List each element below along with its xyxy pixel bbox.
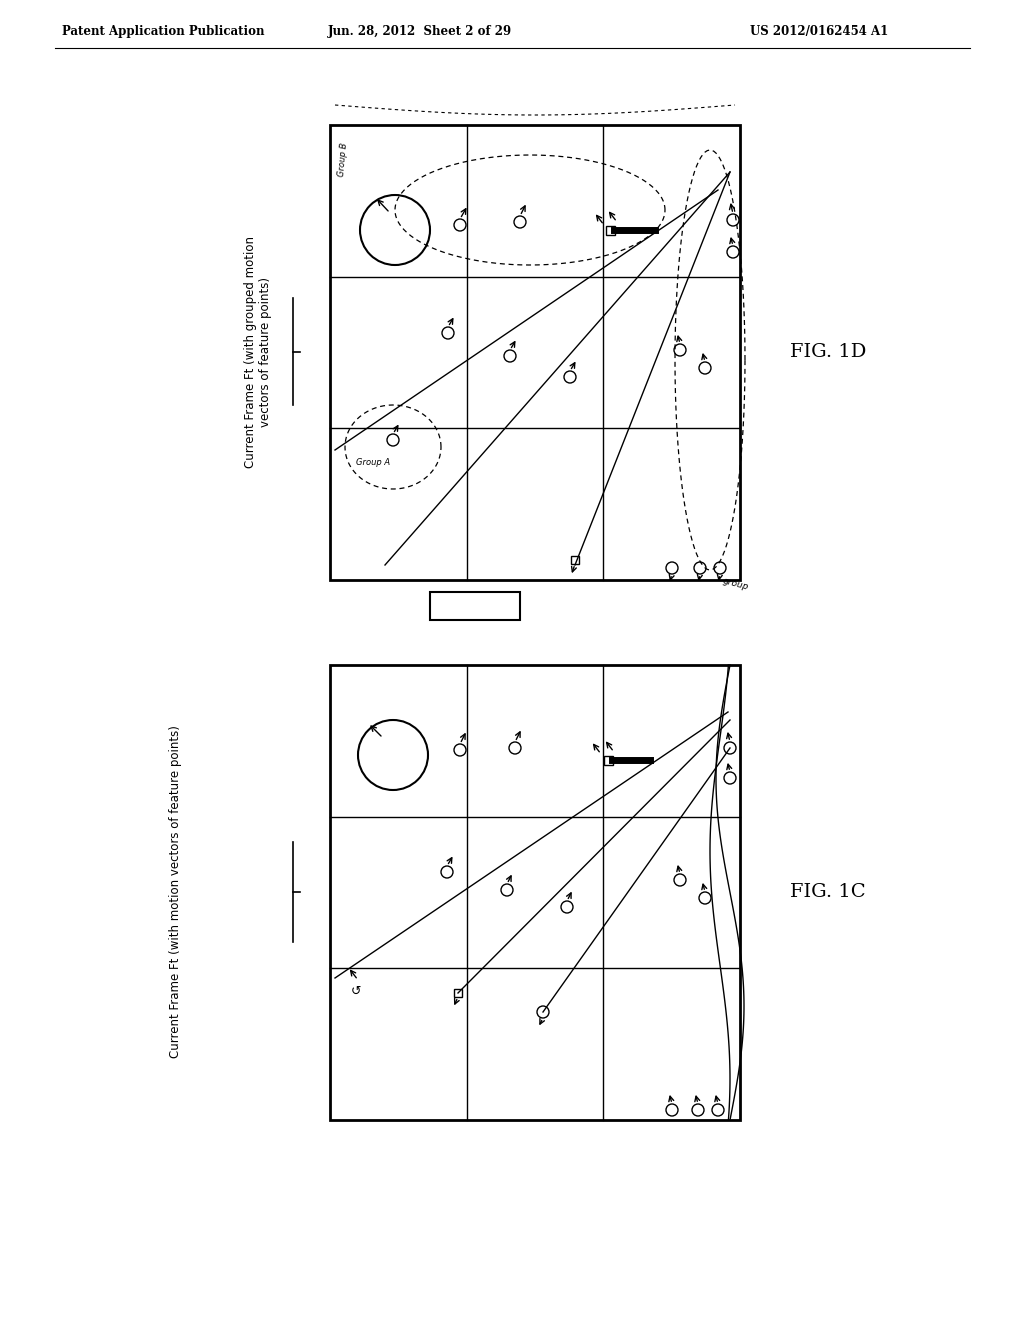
Text: $\circlearrowleft$: $\circlearrowleft$ — [348, 985, 361, 998]
Text: Group A: Group A — [356, 458, 390, 467]
Bar — [571, 556, 579, 564]
Text: FIG. 1D: FIG. 1D — [790, 343, 866, 360]
Text: FIG. 1C: FIG. 1C — [790, 883, 865, 902]
Text: group: group — [722, 577, 750, 591]
Bar — [430, 591, 520, 620]
Text: Current Frame Ft (with grouped motion
vectors of feature points): Current Frame Ft (with grouped motion ve… — [244, 236, 272, 469]
Text: Group B: Group B — [337, 143, 349, 177]
Text: Current Frame Ft (with motion vectors of feature points): Current Frame Ft (with motion vectors of… — [169, 726, 181, 1059]
Bar — [454, 989, 462, 997]
Text: Jun. 28, 2012  Sheet 2 of 29: Jun. 28, 2012 Sheet 2 of 29 — [328, 25, 512, 38]
Bar — [605, 226, 614, 235]
Text: US 2012/0162454 A1: US 2012/0162454 A1 — [750, 25, 888, 38]
Bar — [603, 755, 612, 764]
Text: Patent Application Publication: Patent Application Publication — [62, 25, 264, 38]
Bar — [330, 125, 740, 579]
Bar — [330, 665, 740, 1119]
